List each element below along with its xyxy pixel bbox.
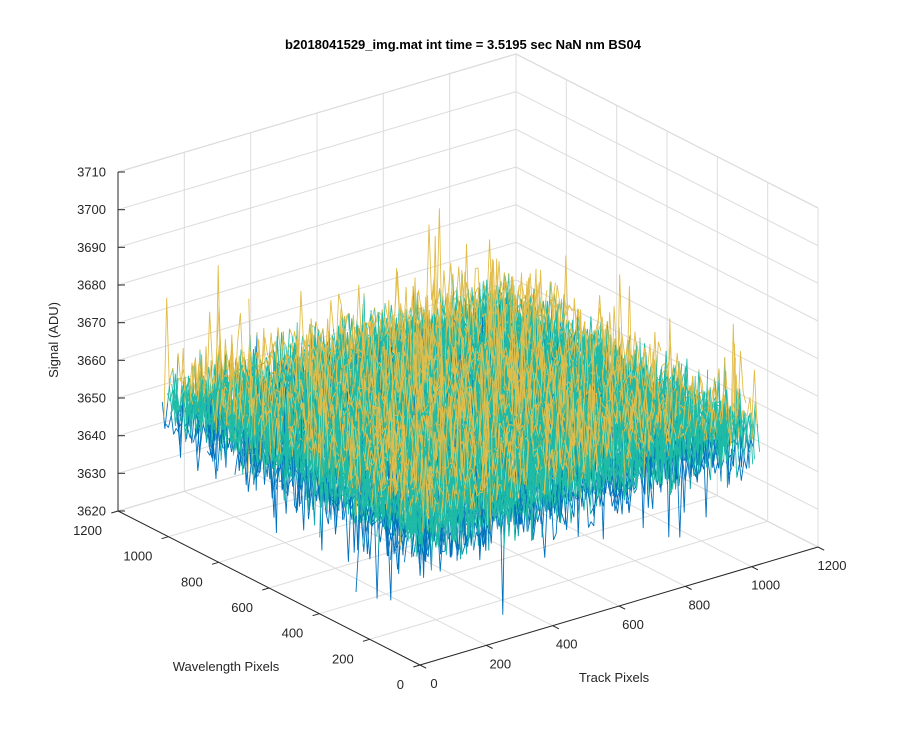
x-tick-label: 200 bbox=[489, 656, 511, 671]
z-axis-label: Signal (ADU) bbox=[46, 302, 61, 378]
z-tick-label: 3670 bbox=[77, 315, 106, 330]
x-tick bbox=[552, 625, 560, 630]
x-axis-label: Track Pixels bbox=[579, 670, 650, 685]
surface-row bbox=[419, 405, 761, 556]
y-tick bbox=[413, 664, 421, 668]
y-tick-label: 800 bbox=[181, 574, 203, 589]
floor-grid-y bbox=[369, 520, 768, 640]
x-tick bbox=[618, 605, 626, 610]
z-tick-label: 3700 bbox=[77, 202, 106, 217]
x-tick bbox=[817, 546, 825, 551]
z-tick-label: 3680 bbox=[77, 278, 106, 293]
x-tick-label: 400 bbox=[556, 637, 578, 652]
axes: 0 200 400 600 800 1000 1200 0 200 400 600 800 1000 12… bbox=[73, 165, 846, 693]
wall-grid-z bbox=[515, 91, 819, 247]
surface-row bbox=[461, 439, 750, 555]
y-tick bbox=[111, 510, 119, 514]
y-tick bbox=[312, 613, 320, 617]
y-tick-label: 1200 bbox=[73, 523, 102, 538]
y-tick bbox=[161, 536, 169, 540]
wall-grid-z bbox=[515, 279, 819, 435]
wall-grid-z bbox=[515, 204, 819, 360]
y-tick bbox=[211, 561, 219, 565]
wall-grid-z bbox=[515, 53, 819, 209]
x-tick bbox=[419, 664, 427, 669]
floor-grid-y bbox=[319, 495, 718, 615]
z-tick-label: 3620 bbox=[77, 504, 106, 519]
z-tick-label: 3710 bbox=[77, 165, 106, 180]
wall-grid-z bbox=[117, 128, 517, 248]
x-tick-label: 1000 bbox=[751, 578, 780, 593]
y-tick-label: 400 bbox=[282, 626, 304, 641]
wall-grid-z bbox=[117, 241, 517, 361]
surface-row bbox=[224, 235, 563, 425]
z-tick-label: 3640 bbox=[77, 428, 106, 443]
surface-row bbox=[196, 265, 480, 423]
y-tick-label: 600 bbox=[231, 600, 253, 615]
wall-grid-z bbox=[117, 204, 517, 324]
wall-grid-z bbox=[117, 91, 517, 211]
y-tick bbox=[262, 587, 270, 591]
z-tick-label: 3630 bbox=[77, 466, 106, 481]
z-tick-label: 3690 bbox=[77, 240, 106, 255]
y-axis-label: Wavelength Pixels bbox=[173, 659, 280, 674]
x-tick-label: 1200 bbox=[818, 558, 847, 573]
z-tick-label: 3660 bbox=[77, 353, 106, 368]
x-tick-label: 0 bbox=[430, 676, 437, 691]
z-tick-label: 3650 bbox=[77, 391, 106, 406]
surface-row bbox=[417, 436, 743, 571]
wall-grid-z bbox=[515, 166, 819, 322]
y-tick bbox=[362, 638, 370, 642]
x-tick bbox=[685, 585, 692, 590]
y-tick-label: 200 bbox=[332, 651, 354, 666]
y-tick-label: 0 bbox=[397, 677, 404, 692]
y-tick-label: 1000 bbox=[123, 549, 152, 564]
x-tick bbox=[486, 644, 493, 649]
chart-title: b2018041529_img.mat int time = 3.5195 se… bbox=[285, 37, 642, 52]
wall-grid-z bbox=[515, 128, 819, 284]
x-tick-label: 600 bbox=[622, 617, 644, 632]
noise-surface bbox=[161, 208, 761, 615]
surface-row bbox=[422, 323, 758, 533]
wall-grid-z bbox=[117, 166, 517, 286]
wall-grid-z bbox=[117, 53, 517, 173]
x-tick-label: 800 bbox=[688, 597, 710, 612]
x-tick bbox=[751, 566, 759, 571]
